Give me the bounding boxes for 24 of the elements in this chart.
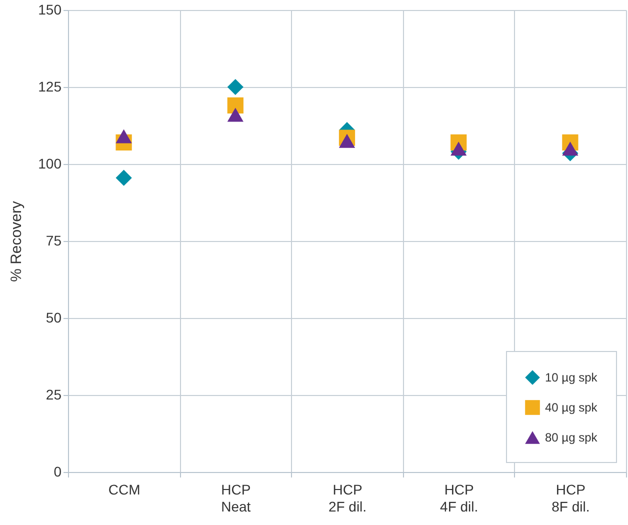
y-axis-title: % Recovery — [8, 200, 26, 282]
y-tick-label: 0 — [54, 464, 62, 480]
x-tick-label: HCP Neat — [221, 482, 251, 514]
point — [562, 142, 578, 156]
point — [116, 170, 132, 186]
point — [450, 142, 467, 156]
point — [227, 78, 244, 96]
x-tick-label: CCM — [108, 482, 140, 498]
point — [116, 129, 132, 144]
x-tick-label: HCP 4F dil. — [440, 482, 478, 514]
legend-label: 80 µg spk — [545, 430, 598, 444]
point — [227, 108, 244, 122]
y-tick-label: 75 — [46, 232, 62, 248]
legend-label: 10 µg spk — [545, 370, 598, 384]
legend-label: 40 µg spk — [545, 400, 598, 414]
y-tick-label: 25 — [46, 386, 62, 402]
y-tick-label: 125 — [38, 78, 62, 94]
point — [338, 134, 356, 148]
y-tick-label: 50 — [46, 310, 62, 326]
y-tick-label: 150 — [38, 2, 62, 18]
x-tick-label: HCP 8F dil. — [552, 482, 590, 514]
y-tick-label: 100 — [38, 156, 62, 172]
x-tick-label: HCP 2F dil. — [328, 482, 367, 514]
point — [227, 97, 244, 114]
